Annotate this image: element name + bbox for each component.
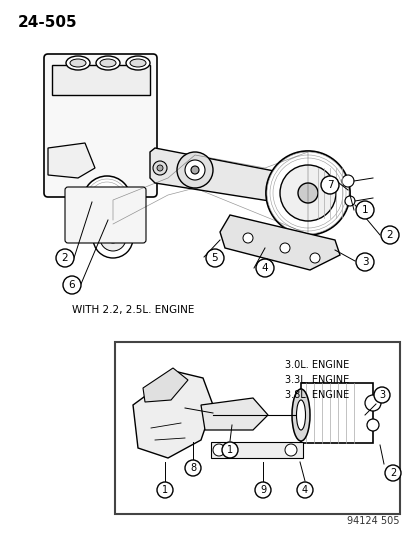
Circle shape — [242, 233, 252, 243]
Text: 4: 4 — [261, 263, 268, 273]
Ellipse shape — [130, 59, 146, 67]
Polygon shape — [48, 143, 95, 178]
Circle shape — [56, 249, 74, 267]
Text: 9: 9 — [259, 485, 266, 495]
Circle shape — [364, 395, 380, 411]
Ellipse shape — [66, 56, 90, 70]
Polygon shape — [150, 148, 314, 205]
Circle shape — [320, 176, 338, 194]
Circle shape — [366, 419, 378, 431]
FancyBboxPatch shape — [44, 54, 157, 197]
Bar — [300, 383, 372, 443]
Circle shape — [296, 482, 312, 498]
Text: 3.8L. ENGINE: 3.8L. ENGINE — [284, 390, 349, 400]
Circle shape — [212, 444, 224, 456]
Circle shape — [373, 387, 389, 403]
Circle shape — [185, 460, 201, 476]
Circle shape — [190, 166, 199, 174]
Text: 1: 1 — [361, 205, 368, 215]
Circle shape — [355, 201, 373, 219]
Text: 1: 1 — [161, 485, 168, 495]
Bar — [211, 442, 302, 458]
Polygon shape — [219, 215, 339, 270]
Circle shape — [266, 151, 349, 235]
Ellipse shape — [70, 59, 86, 67]
Circle shape — [185, 160, 204, 180]
Text: 6: 6 — [69, 280, 75, 290]
Circle shape — [177, 152, 212, 188]
Circle shape — [284, 444, 296, 456]
Text: 3.0L. ENGINE: 3.0L. ENGINE — [284, 360, 349, 370]
Text: 3: 3 — [361, 257, 368, 267]
Circle shape — [384, 465, 400, 481]
Text: 2: 2 — [386, 230, 392, 240]
Ellipse shape — [126, 56, 150, 70]
Text: 2: 2 — [62, 253, 68, 263]
Circle shape — [344, 196, 354, 206]
Circle shape — [108, 233, 118, 243]
Text: 94124 505: 94124 505 — [347, 516, 399, 526]
Text: 8: 8 — [190, 463, 196, 473]
Circle shape — [254, 482, 271, 498]
Text: 3: 3 — [378, 390, 384, 400]
Text: 5: 5 — [211, 253, 218, 263]
Circle shape — [93, 218, 133, 258]
Text: 7: 7 — [326, 180, 332, 190]
Polygon shape — [133, 372, 212, 458]
Circle shape — [380, 226, 398, 244]
Circle shape — [102, 195, 112, 205]
Bar — [115, 342, 399, 514]
Circle shape — [279, 165, 335, 221]
Polygon shape — [142, 368, 188, 402]
FancyBboxPatch shape — [65, 187, 146, 243]
Circle shape — [157, 482, 173, 498]
Text: 3.3L. ENGINE: 3.3L. ENGINE — [284, 375, 349, 385]
Circle shape — [206, 249, 223, 267]
Ellipse shape — [291, 389, 309, 441]
Circle shape — [157, 165, 163, 171]
Ellipse shape — [100, 59, 116, 67]
Circle shape — [153, 161, 166, 175]
Polygon shape — [52, 65, 150, 95]
Circle shape — [355, 253, 373, 271]
Circle shape — [83, 176, 131, 224]
Circle shape — [95, 188, 119, 212]
Text: 1: 1 — [226, 445, 233, 455]
Circle shape — [63, 276, 81, 294]
Text: WITH 2.2, 2.5L. ENGINE: WITH 2.2, 2.5L. ENGINE — [72, 305, 194, 315]
Circle shape — [255, 259, 273, 277]
Circle shape — [279, 243, 289, 253]
Circle shape — [297, 183, 317, 203]
Text: 2: 2 — [389, 468, 395, 478]
Ellipse shape — [296, 400, 305, 430]
Circle shape — [341, 175, 353, 187]
Circle shape — [309, 253, 319, 263]
Circle shape — [100, 225, 126, 251]
Text: 24-505: 24-505 — [18, 15, 78, 30]
Polygon shape — [201, 398, 267, 430]
Circle shape — [221, 442, 237, 458]
Ellipse shape — [96, 56, 120, 70]
Text: 4: 4 — [301, 485, 307, 495]
